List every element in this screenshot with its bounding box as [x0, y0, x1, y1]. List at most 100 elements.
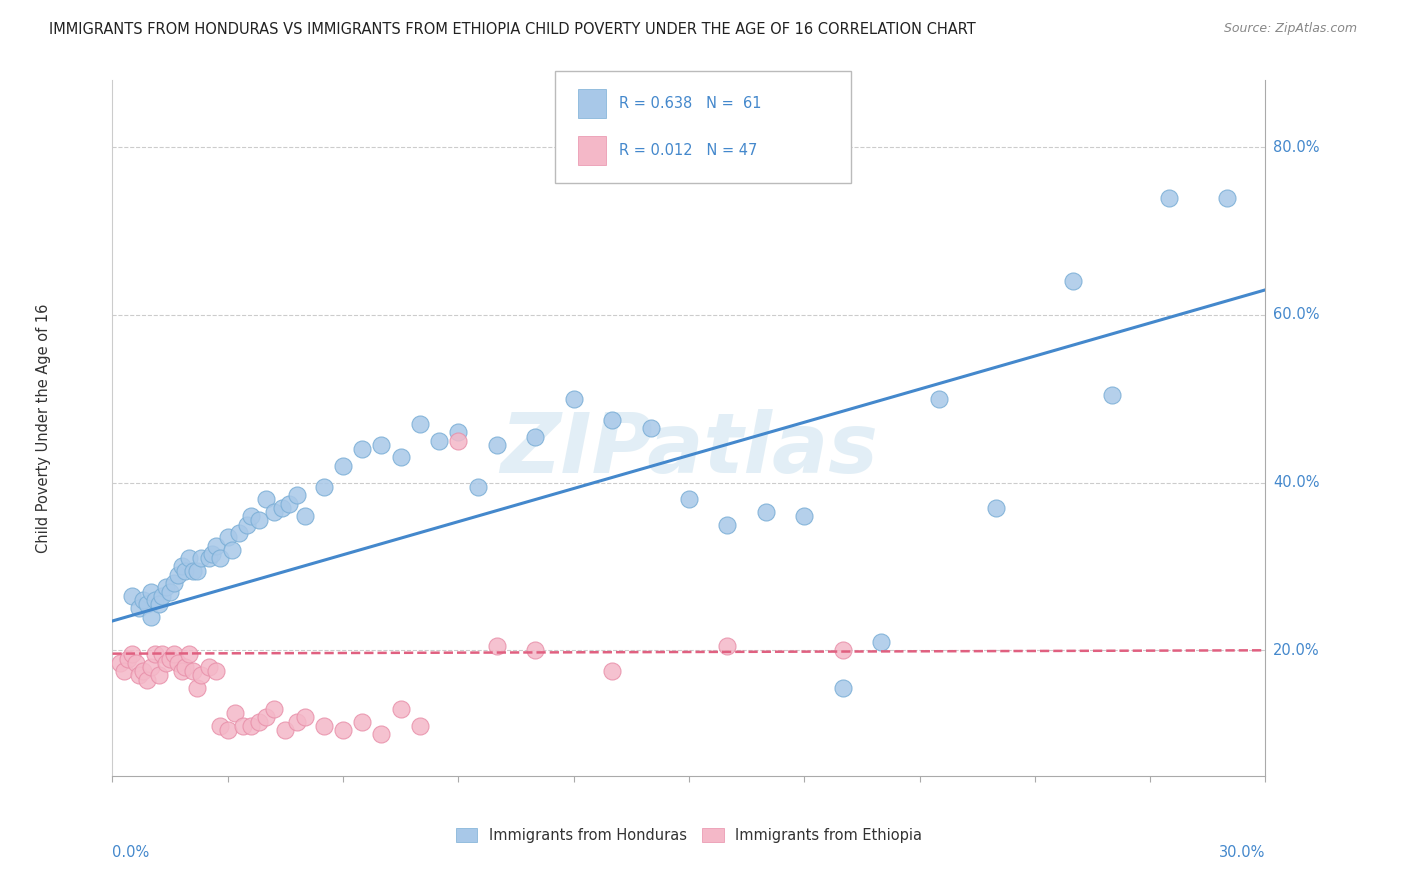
Point [132, 665, 155, 679]
Point [217, 723, 239, 737]
Point [121, 589, 143, 603]
Text: 60.0%: 60.0% [1272, 308, 1320, 323]
Point [831, 681, 853, 695]
Text: IMMIGRANTS FROM HONDURAS VS IMMIGRANTS FROM ETHIOPIA CHILD POVERTY UNDER THE AGE: IMMIGRANTS FROM HONDURAS VS IMMIGRANTS F… [49, 22, 976, 37]
Point [274, 723, 297, 737]
Point [166, 567, 188, 582]
Point [148, 668, 170, 682]
Point [600, 665, 623, 679]
Point [716, 639, 738, 653]
Point [181, 564, 204, 578]
Point [370, 438, 392, 452]
Point [409, 417, 432, 431]
Point [640, 421, 662, 435]
Point [870, 635, 893, 649]
Point [159, 651, 181, 665]
Point [209, 719, 232, 733]
Point [197, 551, 219, 566]
Point [186, 564, 208, 578]
Point [485, 639, 508, 653]
Point [678, 492, 700, 507]
Point [370, 727, 392, 741]
Point [831, 643, 853, 657]
Text: ZIPatlas: ZIPatlas [501, 409, 877, 490]
Point [201, 547, 224, 561]
Point [228, 525, 250, 540]
Point [190, 668, 212, 682]
Point [755, 505, 778, 519]
Point [121, 648, 143, 662]
Point [928, 392, 950, 406]
Point [263, 702, 285, 716]
Point [312, 480, 335, 494]
Point [143, 593, 166, 607]
Point [108, 656, 131, 670]
Point [270, 500, 292, 515]
Point [447, 425, 470, 440]
Point [166, 656, 188, 670]
Point [239, 719, 262, 733]
Point [163, 576, 186, 591]
Point [247, 714, 270, 729]
Point [152, 648, 174, 662]
Point [1216, 191, 1239, 205]
Point [186, 681, 208, 695]
Point [239, 509, 262, 524]
Point [285, 488, 308, 502]
Point [986, 500, 1008, 515]
Text: Child Poverty Under the Age of 16: Child Poverty Under the Age of 16 [35, 303, 51, 553]
Point [174, 564, 197, 578]
Point [352, 442, 374, 456]
Point [278, 497, 301, 511]
Point [205, 665, 228, 679]
Point [128, 668, 150, 682]
Point [254, 492, 277, 507]
Point [524, 643, 547, 657]
Point [139, 584, 162, 599]
Point [128, 601, 150, 615]
Point [312, 719, 335, 733]
Point [217, 530, 239, 544]
Point [197, 660, 219, 674]
Text: 30.0%: 30.0% [1219, 845, 1265, 860]
Point [139, 660, 162, 674]
Point [409, 719, 432, 733]
Point [793, 509, 815, 524]
Legend: Immigrants from Honduras, Immigrants from Ethiopia: Immigrants from Honduras, Immigrants fro… [450, 822, 928, 849]
Point [263, 505, 285, 519]
Point [112, 665, 135, 679]
Point [181, 665, 204, 679]
Point [232, 719, 254, 733]
Point [485, 438, 508, 452]
Point [179, 648, 201, 662]
Point [247, 513, 270, 527]
Point [117, 651, 139, 665]
Point [136, 597, 159, 611]
Text: Source: ZipAtlas.com: Source: ZipAtlas.com [1223, 22, 1357, 36]
Point [467, 480, 489, 494]
Point [159, 584, 181, 599]
Point [155, 581, 177, 595]
Point [285, 714, 308, 729]
Point [389, 702, 412, 716]
Point [1101, 387, 1123, 401]
Point [155, 656, 177, 670]
Point [136, 673, 159, 687]
Point [209, 551, 232, 566]
Point [600, 413, 623, 427]
Point [190, 551, 212, 566]
Point [148, 597, 170, 611]
Point [1062, 275, 1084, 289]
Point [170, 559, 193, 574]
Point [152, 589, 174, 603]
Point [224, 706, 246, 721]
Point [447, 434, 470, 448]
Text: 20.0%: 20.0% [1272, 643, 1320, 657]
Point [294, 509, 316, 524]
Point [716, 517, 738, 532]
Point [205, 539, 228, 553]
Point [427, 434, 450, 448]
Point [132, 593, 155, 607]
Point [294, 710, 316, 724]
Point [170, 665, 193, 679]
